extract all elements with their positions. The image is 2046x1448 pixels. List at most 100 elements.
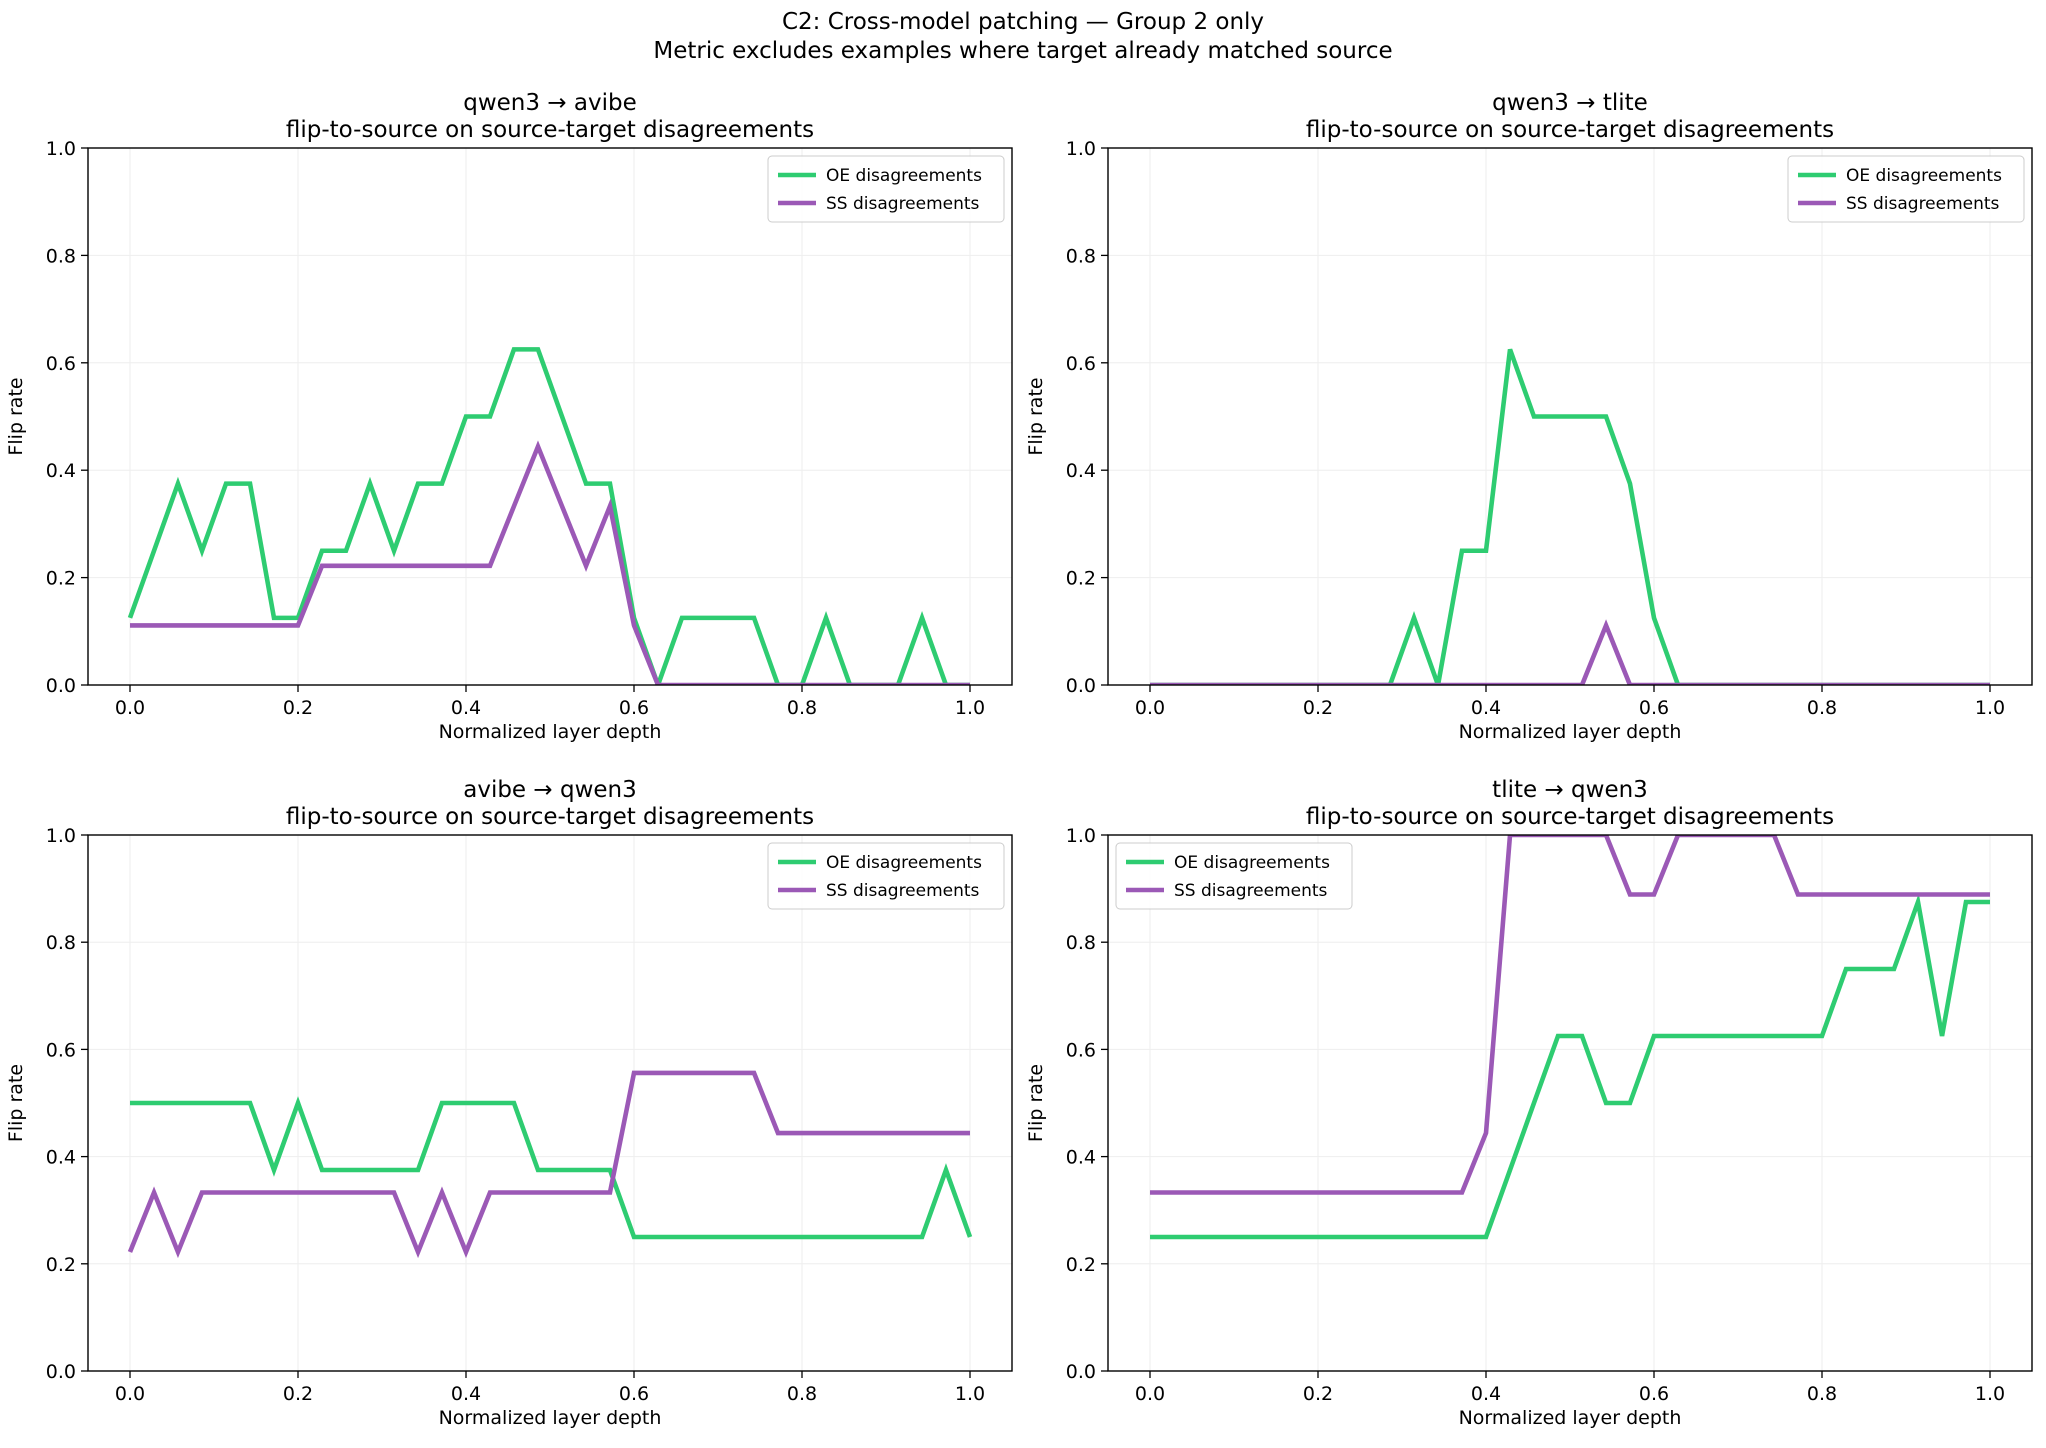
- data-point: [344, 564, 348, 568]
- data-point: [1436, 1235, 1440, 1239]
- x-axis-label: Normalized layer depth: [439, 721, 662, 743]
- data-point: [560, 504, 564, 508]
- data-point: [1604, 415, 1608, 419]
- data-point: [488, 1101, 492, 1105]
- data-point: [680, 1235, 684, 1239]
- data-point: [560, 1191, 564, 1195]
- data-point: [1916, 892, 1920, 896]
- legend: OE disagreements SS disagreements: [1787, 155, 2025, 223]
- data-point: [512, 347, 516, 351]
- legend-box: [1787, 155, 2025, 223]
- series-ss: [1150, 619, 1990, 685]
- data-point: [800, 1235, 804, 1239]
- x-axis-label: Normalized layer depth: [1459, 721, 1682, 743]
- data-point: [1172, 1235, 1176, 1239]
- data-point: [176, 1101, 180, 1105]
- data-point: [512, 1101, 516, 1105]
- data-point: [704, 1235, 708, 1239]
- data-point: [152, 623, 156, 627]
- data-point: [608, 482, 612, 486]
- suptitle-line-1: C2: Cross-model patching — Group 2 only: [781, 9, 1265, 35]
- data-point: [1844, 967, 1848, 971]
- data-point: [1868, 967, 1872, 971]
- series-oe: [1150, 893, 1990, 1240]
- data-point: [392, 549, 396, 553]
- data-point: [128, 623, 132, 627]
- data-point: [320, 1168, 324, 1172]
- data-point: [464, 564, 468, 568]
- x-tick-label: 0.6: [1639, 1383, 1669, 1405]
- data-point: [1628, 482, 1632, 486]
- y-tick-label: 0.8: [1066, 932, 1096, 954]
- axes-frame: [1107, 834, 2033, 1372]
- data-point: [440, 1191, 444, 1195]
- series-line: [127, 1070, 970, 1259]
- data-point: [1364, 1191, 1368, 1195]
- x-tick-label: 0.8: [1807, 1383, 1837, 1405]
- legend: OE disagreements SS disagreements: [767, 155, 1005, 223]
- data-point: [1292, 1191, 1296, 1195]
- data-point: [1292, 1235, 1296, 1239]
- data-point: [1820, 1034, 1824, 1038]
- y-tick-label: 0.6: [46, 353, 76, 375]
- data-point: [560, 415, 564, 419]
- axes-frame: [1107, 147, 2033, 686]
- data-point: [416, 564, 420, 568]
- y-tick-label: 0.0: [46, 675, 76, 697]
- data-point: [152, 1101, 156, 1105]
- y-tick-label: 0.6: [1066, 353, 1096, 375]
- y-axis-label: Flip rate: [1025, 377, 1047, 455]
- figure-suptitle: C2: Cross-model patching — Group 2 only …: [0, 8, 2046, 66]
- y-tick-label: 1.0: [1066, 825, 1096, 847]
- data-point: [1244, 1235, 1248, 1239]
- data-point: [848, 1131, 852, 1135]
- data-point: [1364, 1235, 1368, 1239]
- x-tick-label: 0.0: [1135, 1383, 1165, 1405]
- data-point: [1604, 623, 1608, 627]
- data-point: [512, 1191, 516, 1195]
- y-tick-label: 0.0: [46, 1361, 76, 1383]
- y-tick-label: 1.0: [1066, 138, 1096, 160]
- data-point: [296, 1101, 300, 1105]
- data-point: [1412, 616, 1416, 620]
- data-point: [488, 564, 492, 568]
- x-tick-label: 1.0: [1975, 697, 2005, 719]
- series-line: [130, 1096, 973, 1240]
- y-tick-label: 0.2: [46, 1254, 76, 1276]
- data-point: [1460, 1235, 1464, 1239]
- y-tick-label: 0.2: [1066, 568, 1096, 590]
- data-point: [392, 1191, 396, 1195]
- data-point: [920, 1131, 924, 1135]
- data-point: [944, 1131, 948, 1135]
- y-axis-label: Flip rate: [1025, 1064, 1047, 1142]
- data-point: [368, 482, 372, 486]
- series-line: [1150, 348, 1990, 685]
- series-ss: [1150, 835, 1990, 1195]
- data-point: [656, 1071, 660, 1075]
- x-tick-label: 1.0: [955, 697, 985, 719]
- legend-label: SS disagreements: [1174, 881, 1328, 901]
- data-point: [680, 1071, 684, 1075]
- data-point: [704, 1071, 708, 1075]
- data-point: [464, 415, 468, 419]
- data-point: [344, 1168, 348, 1172]
- data-point: [536, 1168, 540, 1172]
- series-line: [1150, 893, 1990, 1240]
- data-point: [176, 482, 180, 486]
- data-point: [872, 1131, 876, 1135]
- data-point: [584, 482, 588, 486]
- data-point: [1172, 1191, 1176, 1195]
- series-ss: [128, 440, 970, 685]
- data-point: [776, 1131, 780, 1135]
- data-point: [152, 549, 156, 553]
- data-point: [1628, 1101, 1632, 1105]
- data-point: [1652, 1034, 1656, 1038]
- data-point: [272, 616, 276, 620]
- data-point: [224, 1101, 228, 1105]
- x-tick-label: 0.6: [619, 697, 649, 719]
- suptitle-line-2: Metric excludes examples where target al…: [653, 38, 1393, 64]
- data-point: [584, 1191, 588, 1195]
- y-tick-label: 0.8: [46, 932, 76, 954]
- y-tick-label: 0.6: [46, 1039, 76, 1061]
